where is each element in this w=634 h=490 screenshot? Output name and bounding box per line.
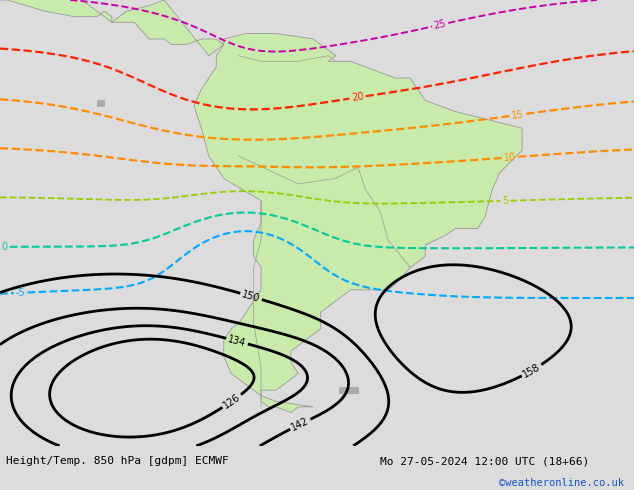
Text: 25: 25: [433, 19, 448, 31]
Text: Height/Temp. 850 hPa [gdpm] ECMWF: Height/Temp. 850 hPa [gdpm] ECMWF: [6, 456, 229, 466]
Text: 5: 5: [502, 196, 508, 206]
Text: Mo 27-05-2024 12:00 UTC (18+66): Mo 27-05-2024 12:00 UTC (18+66): [380, 456, 590, 466]
Text: 15: 15: [511, 109, 525, 121]
Polygon shape: [194, 33, 522, 413]
Text: 158: 158: [521, 362, 542, 379]
Polygon shape: [0, 0, 224, 56]
Text: 126: 126: [221, 392, 242, 411]
Text: ©weatheronline.co.uk: ©weatheronline.co.uk: [500, 478, 624, 489]
Text: -5: -5: [16, 288, 26, 298]
Text: 10: 10: [503, 152, 517, 163]
Text: 142: 142: [290, 416, 311, 433]
Text: 20: 20: [351, 92, 365, 103]
Polygon shape: [97, 100, 105, 106]
Text: 134: 134: [227, 334, 247, 348]
Text: 150: 150: [241, 289, 261, 304]
Polygon shape: [339, 388, 358, 393]
Text: 0: 0: [2, 242, 8, 252]
